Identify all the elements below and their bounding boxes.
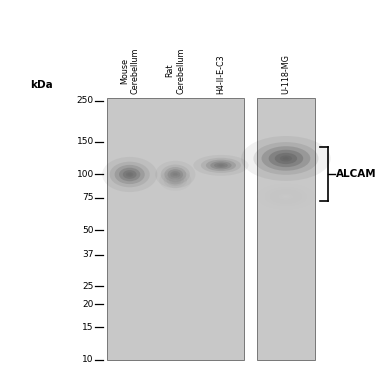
Ellipse shape [173, 179, 177, 182]
Bar [107, 98, 244, 360]
Ellipse shape [282, 195, 290, 198]
Ellipse shape [168, 169, 183, 180]
Ellipse shape [161, 165, 190, 184]
Text: Mouse
Cerebellum: Mouse Cerebellum [120, 47, 140, 94]
Text: 75: 75 [82, 193, 94, 202]
Text: 100: 100 [76, 170, 94, 179]
Ellipse shape [268, 150, 303, 167]
Text: 20: 20 [82, 300, 94, 309]
Ellipse shape [155, 161, 195, 188]
Ellipse shape [159, 170, 191, 191]
Ellipse shape [206, 160, 236, 171]
Ellipse shape [174, 174, 177, 176]
Text: 37: 37 [82, 250, 94, 259]
Bar [257, 98, 315, 360]
Ellipse shape [172, 172, 178, 176]
Text: kDa: kDa [30, 80, 53, 90]
Ellipse shape [169, 176, 182, 184]
Text: 10: 10 [82, 356, 94, 364]
Ellipse shape [257, 184, 315, 210]
Ellipse shape [123, 170, 136, 179]
Ellipse shape [174, 180, 176, 181]
Ellipse shape [275, 192, 297, 201]
Ellipse shape [166, 175, 184, 186]
Ellipse shape [214, 163, 228, 168]
Ellipse shape [219, 165, 223, 166]
Ellipse shape [280, 155, 292, 162]
Ellipse shape [126, 172, 134, 177]
Ellipse shape [201, 158, 241, 173]
Text: 25: 25 [82, 282, 94, 291]
Ellipse shape [102, 157, 157, 192]
Text: ALCAM/CD166: ALCAM/CD166 [336, 169, 375, 179]
Ellipse shape [110, 162, 150, 187]
Ellipse shape [210, 161, 232, 170]
Text: 15: 15 [82, 323, 94, 332]
Text: 50: 50 [82, 226, 94, 235]
Text: 250: 250 [76, 96, 94, 105]
Ellipse shape [241, 136, 331, 181]
Ellipse shape [170, 171, 180, 178]
Ellipse shape [270, 190, 302, 204]
Ellipse shape [283, 157, 289, 160]
Ellipse shape [164, 173, 187, 188]
Ellipse shape [254, 142, 318, 175]
Text: 150: 150 [76, 137, 94, 146]
Ellipse shape [279, 194, 293, 200]
Ellipse shape [119, 168, 140, 181]
Ellipse shape [194, 155, 249, 176]
Ellipse shape [284, 196, 288, 198]
Ellipse shape [261, 146, 310, 171]
Ellipse shape [275, 153, 297, 164]
Ellipse shape [128, 173, 132, 176]
Ellipse shape [217, 164, 225, 167]
Text: U-118-MG: U-118-MG [281, 54, 290, 94]
Ellipse shape [115, 165, 145, 184]
Ellipse shape [265, 187, 307, 206]
Text: Rat
Cerebellum: Rat Cerebellum [166, 47, 185, 94]
Text: H4-II-E-C3: H4-II-E-C3 [216, 54, 225, 94]
Ellipse shape [171, 178, 179, 183]
Ellipse shape [164, 167, 186, 182]
